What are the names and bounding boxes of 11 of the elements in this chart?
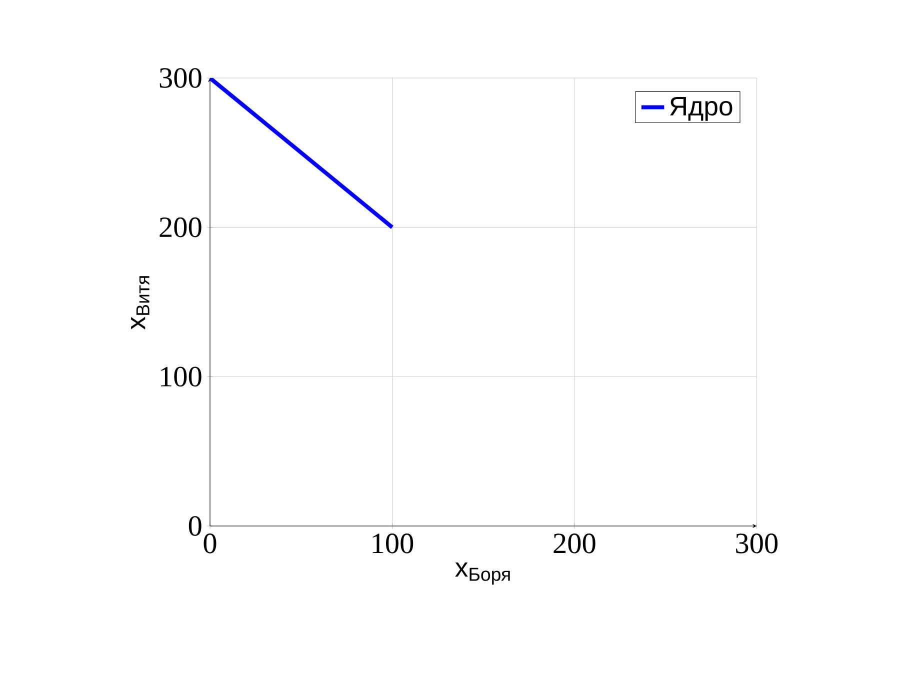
x-tick-label: 100 [372,534,414,554]
legend-label: Ядро [670,97,732,121]
y-tick-label: 300 [160,68,202,88]
x-tick-label: 300 [736,534,778,554]
y-tick-label: 200 [160,217,202,238]
y-tick-label: 0 [188,516,202,536]
x-tick-label: 0 [204,534,216,554]
x-tick-label: 200 [554,534,596,554]
y-tick-label: 100 [161,366,202,387]
y-axis-title: x$_{Витя}$ [131,276,150,330]
x-axis-title: x$_{Боря}$ [455,562,510,585]
